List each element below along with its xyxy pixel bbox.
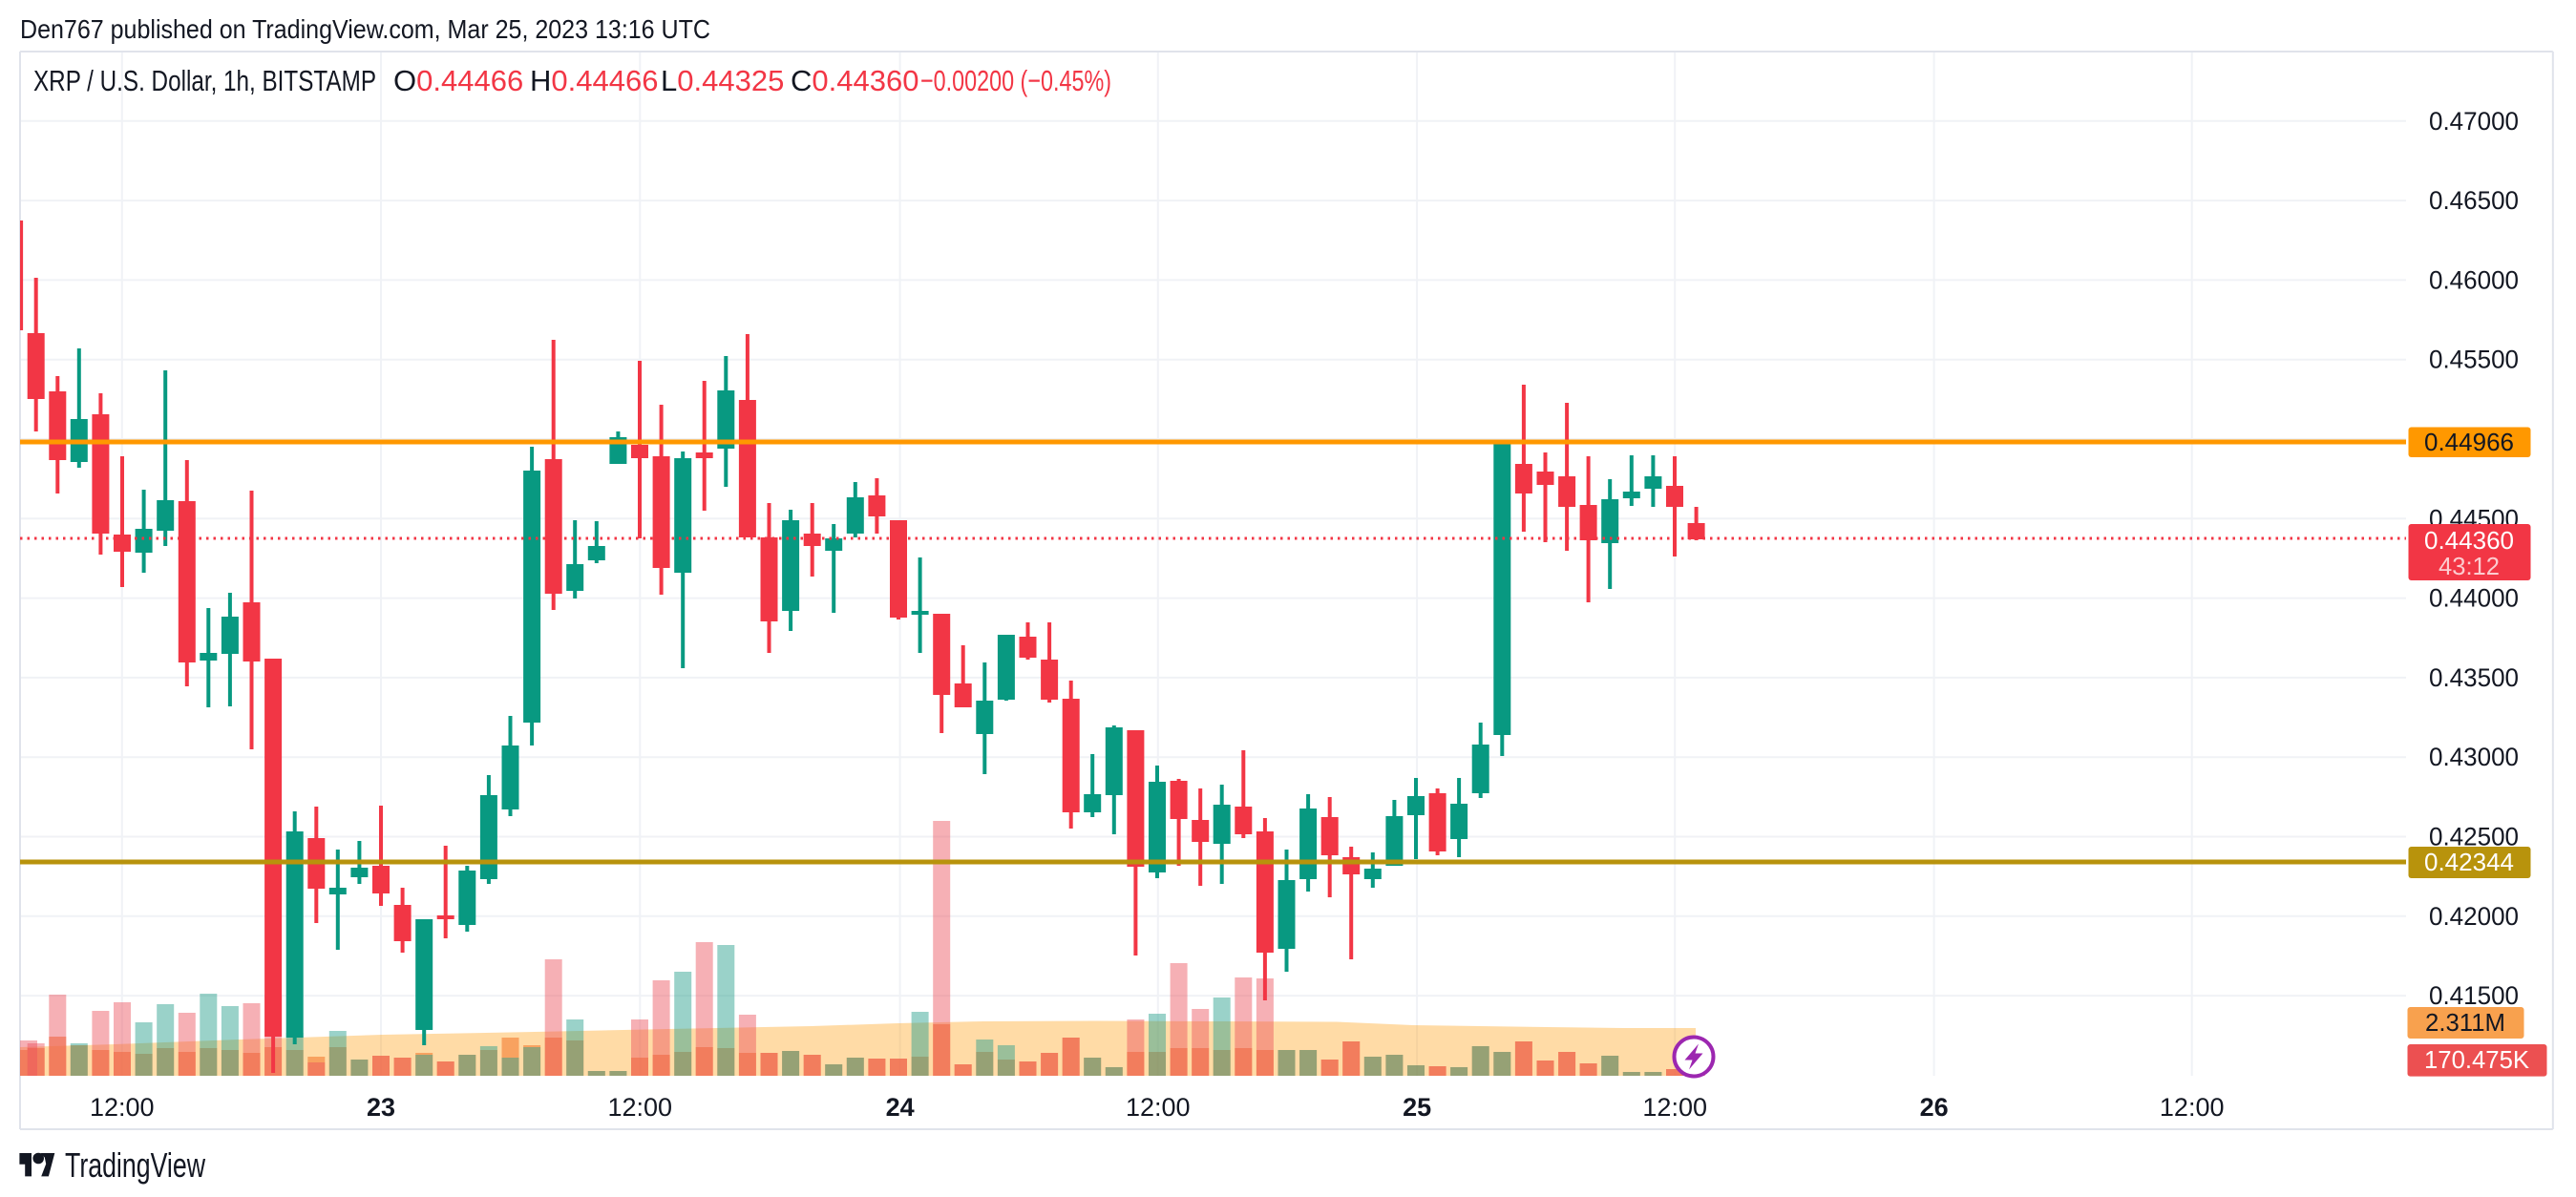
- svg-text:TradingView: TradingView: [65, 1145, 206, 1185]
- svg-text:24: 24: [886, 1093, 915, 1122]
- svg-text:12:00: 12:00: [1642, 1093, 1707, 1122]
- svg-text:0.44000: 0.44000: [2429, 584, 2519, 613]
- svg-text:0.46500: 0.46500: [2429, 186, 2519, 215]
- svg-text:−0.00200 (−0.45%): −0.00200 (−0.45%): [920, 64, 1111, 97]
- svg-text:O0.44466: O0.44466: [393, 64, 523, 97]
- svg-text:2.311M: 2.311M: [2425, 1008, 2505, 1037]
- svg-text:0.44360: 0.44360: [2424, 526, 2514, 555]
- svg-text:0.42344: 0.42344: [2424, 848, 2514, 876]
- svg-text:L0.44325: L0.44325: [661, 64, 784, 97]
- svg-text:0.42000: 0.42000: [2429, 902, 2519, 931]
- svg-text:12:00: 12:00: [2160, 1093, 2225, 1122]
- svg-text:26: 26: [1920, 1093, 1949, 1122]
- svg-text:0.42500: 0.42500: [2429, 823, 2519, 851]
- svg-text:0.43500: 0.43500: [2429, 663, 2519, 692]
- svg-text:0.44966: 0.44966: [2424, 428, 2514, 456]
- svg-text:0.43000: 0.43000: [2429, 743, 2519, 771]
- svg-text:12:00: 12:00: [1126, 1093, 1191, 1122]
- svg-text:12:00: 12:00: [90, 1093, 155, 1122]
- svg-text:12:00: 12:00: [608, 1093, 673, 1122]
- svg-text:23: 23: [367, 1093, 395, 1122]
- svg-text:25: 25: [1403, 1093, 1431, 1122]
- svg-text:43:12: 43:12: [2439, 552, 2500, 580]
- svg-text:C0.44360: C0.44360: [791, 64, 918, 97]
- svg-text:0.41500: 0.41500: [2429, 981, 2519, 1010]
- svg-text:H0.44466: H0.44466: [530, 64, 658, 97]
- svg-text:XRP / U.S. Dollar, 1h, BITSTAM: XRP / U.S. Dollar, 1h, BITSTAMP: [33, 64, 376, 97]
- svg-text:0.47000: 0.47000: [2429, 107, 2519, 136]
- svg-text:170.475K: 170.475K: [2424, 1045, 2530, 1074]
- svg-text:Den767 published on TradingVie: Den767 published on TradingView.com, Mar…: [20, 14, 710, 44]
- svg-text:0.45500: 0.45500: [2429, 346, 2519, 374]
- svg-text:0.46000: 0.46000: [2429, 265, 2519, 294]
